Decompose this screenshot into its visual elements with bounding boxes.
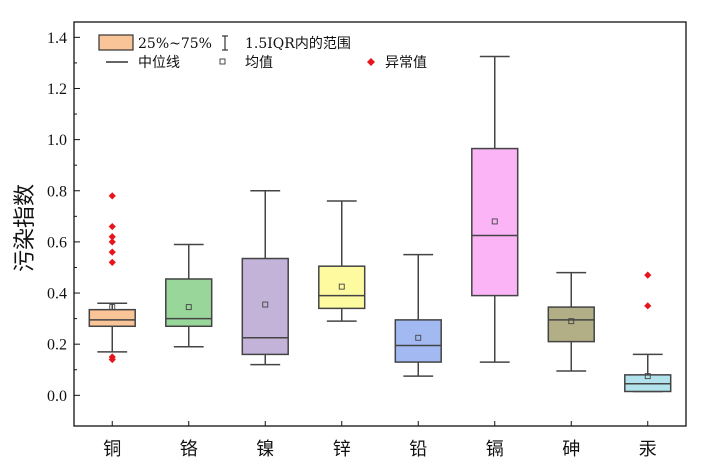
x-tick-label: 汞: [639, 439, 657, 459]
legend-mean-symbol: [219, 58, 226, 65]
mean-marker: [185, 304, 192, 311]
outlier-point: [108, 192, 116, 200]
box-group-8: [624, 271, 672, 393]
outlier-point: [108, 222, 116, 231]
legend-box-label: 25%~75%: [138, 36, 212, 52]
y-axis-title: 污染指数: [13, 184, 38, 272]
x-tick-label: 铬: [180, 439, 198, 459]
legend: 25%~75% 1.5IQR内的范围 中位线 均值 异常值: [98, 34, 427, 71]
legend-outlier-label: 异常值: [385, 55, 427, 71]
y-tick-label: 0.8: [47, 183, 67, 200]
iqr-box: [241, 257, 289, 356]
legend-median-label: 中位线: [138, 55, 180, 71]
outlier-point: [108, 258, 116, 266]
x-tick-label: 锌: [333, 439, 351, 459]
x-tick-label: 镉: [486, 439, 504, 459]
legend-outlier-symbol: [367, 58, 375, 66]
box-group-6: [471, 55, 519, 363]
outlier-point: [108, 353, 116, 361]
outlier-point: [644, 302, 652, 310]
x-tick-label: 镍: [256, 439, 274, 459]
mean-marker: [644, 373, 651, 380]
plot-frame: [73, 21, 687, 427]
iqr-box: [88, 308, 136, 328]
legend-whisker-symbol: [222, 35, 228, 51]
axes: 铜 铬 镍 锌 铅 镉 砷 汞 0.0 0.2 0.4 0.6 0.8 1.0 1.2 1.4: [47, 21, 687, 459]
legend-box-swatch: [98, 34, 134, 51]
mean-marker: [491, 218, 498, 225]
legend-whisker-label: 1.5IQR内的范围: [245, 35, 351, 52]
outlier-point: [108, 238, 116, 246]
x-tick-label: 砷: [562, 439, 580, 459]
legend-mean-label: 均值: [245, 55, 273, 71]
iqr-box: [471, 147, 519, 297]
mean-marker: [415, 334, 422, 341]
x-tick-label: 铜: [103, 439, 121, 459]
box-group-4: [318, 200, 366, 322]
y-tick-label: 0.2: [47, 337, 67, 354]
outlier-point: [108, 233, 116, 241]
iqr-box: [394, 319, 442, 363]
outlier-point: [644, 271, 652, 279]
mean-marker: [568, 318, 575, 325]
plot-area: [88, 55, 672, 393]
y-tick-label: 0.6: [47, 234, 67, 251]
y-tick-label: 1.2: [47, 81, 67, 98]
mean-marker: [109, 304, 116, 311]
mean-marker: [338, 283, 345, 290]
y-tick-label: 1.0: [47, 132, 67, 149]
box-group-3: [241, 190, 289, 366]
box-group-2: [165, 243, 213, 348]
iqr-box: [547, 306, 595, 343]
y-tick-label: 0.4: [47, 286, 67, 303]
box-group-5: [394, 253, 442, 377]
x-tick-label: 铅: [409, 439, 427, 459]
mean-marker: [262, 301, 269, 308]
box-group-1: [88, 192, 136, 364]
y-tick-label: 1.4: [47, 30, 67, 47]
outlier-point: [108, 248, 116, 256]
y-tick-label: 0.0: [47, 388, 67, 405]
iqr-box: [318, 265, 366, 310]
box-group-7: [547, 271, 595, 372]
